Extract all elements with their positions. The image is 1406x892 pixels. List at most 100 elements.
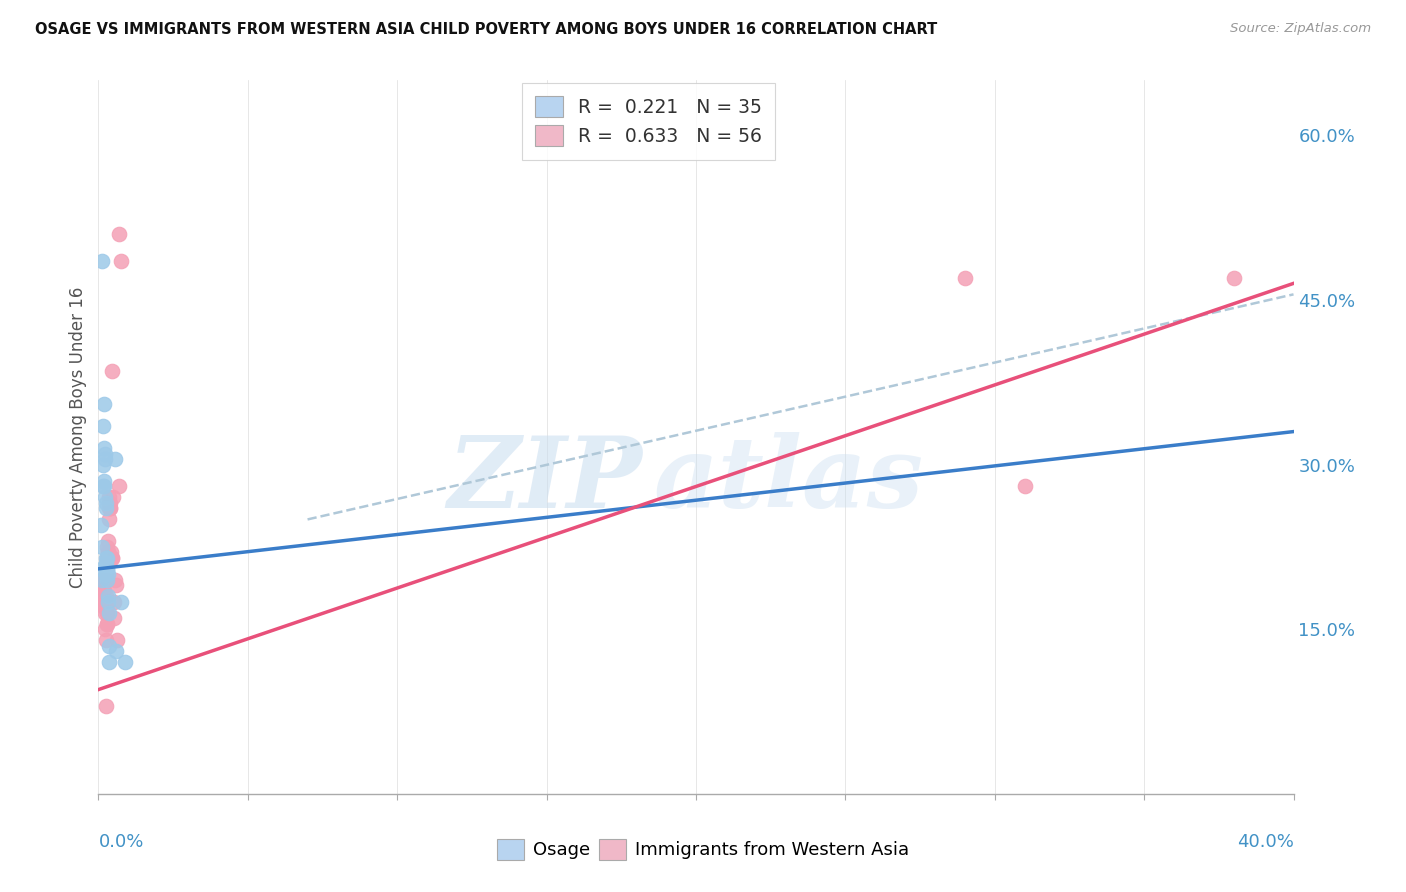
- Point: [90, 573, 112, 587]
- Point: [98, 655, 121, 669]
- Point: [94, 699, 117, 714]
- Point: [96, 562, 118, 576]
- Point: [90, 583, 112, 598]
- Point: [107, 479, 129, 493]
- Text: Source: ZipAtlas.com: Source: ZipAtlas.com: [1230, 22, 1371, 36]
- Point: [93, 595, 115, 609]
- Point: [91, 583, 114, 598]
- Point: [94, 600, 117, 615]
- Point: [94, 501, 117, 516]
- Point: [1223, 271, 1246, 285]
- Text: 40.0%: 40.0%: [1237, 833, 1294, 851]
- Text: atlas: atlas: [654, 432, 924, 528]
- Point: [97, 639, 120, 653]
- Point: [93, 397, 115, 411]
- Point: [97, 496, 120, 510]
- Point: [103, 611, 125, 625]
- Point: [97, 595, 120, 609]
- Point: [94, 446, 117, 460]
- Point: [96, 573, 118, 587]
- Point: [96, 562, 118, 576]
- Point: [90, 562, 112, 576]
- Point: [97, 589, 120, 603]
- Point: [91, 573, 114, 587]
- Point: [91, 583, 114, 598]
- Point: [94, 562, 117, 576]
- Point: [105, 644, 128, 658]
- Point: [101, 550, 124, 565]
- Point: [93, 589, 115, 603]
- Point: [91, 458, 114, 472]
- Point: [103, 491, 125, 505]
- Point: [96, 540, 118, 554]
- Point: [96, 550, 118, 565]
- Point: [103, 573, 125, 587]
- Point: [91, 254, 114, 268]
- Point: [1014, 479, 1036, 493]
- Point: [91, 540, 114, 554]
- Point: [97, 550, 120, 565]
- Point: [90, 517, 112, 532]
- Point: [114, 655, 136, 669]
- Point: [105, 633, 128, 648]
- Point: [100, 550, 122, 565]
- Point: [91, 578, 114, 592]
- Point: [94, 496, 117, 510]
- Point: [96, 557, 118, 571]
- Point: [94, 606, 117, 620]
- Point: [96, 550, 118, 565]
- Point: [91, 419, 114, 434]
- Point: [100, 550, 122, 565]
- Point: [96, 573, 118, 587]
- Point: [94, 633, 117, 648]
- Point: [953, 271, 976, 285]
- Point: [94, 491, 117, 505]
- Point: [97, 606, 120, 620]
- Point: [94, 567, 117, 582]
- Point: [98, 512, 121, 526]
- Legend: R =  0.221   N = 35, R =  0.633   N = 56: R = 0.221 N = 35, R = 0.633 N = 56: [522, 83, 775, 160]
- Point: [91, 578, 114, 592]
- Point: [110, 595, 132, 609]
- Point: [97, 534, 120, 549]
- Point: [97, 567, 120, 582]
- Point: [94, 600, 117, 615]
- Point: [103, 595, 125, 609]
- Point: [104, 452, 127, 467]
- Legend: Osage, Immigrants from Western Asia: Osage, Immigrants from Western Asia: [489, 831, 917, 867]
- Text: ZIP: ZIP: [447, 432, 643, 528]
- Point: [96, 616, 118, 631]
- Point: [96, 589, 118, 603]
- Point: [105, 578, 128, 592]
- Point: [108, 227, 131, 241]
- Text: 0.0%: 0.0%: [98, 833, 143, 851]
- Point: [93, 600, 115, 615]
- Point: [94, 452, 117, 467]
- Point: [100, 545, 122, 559]
- Point: [98, 496, 122, 510]
- Point: [97, 545, 120, 559]
- Point: [93, 583, 115, 598]
- Point: [98, 501, 121, 516]
- Point: [93, 583, 115, 598]
- Point: [91, 573, 114, 587]
- Point: [96, 606, 118, 620]
- Point: [94, 622, 117, 636]
- Point: [110, 254, 132, 268]
- Text: OSAGE VS IMMIGRANTS FROM WESTERN ASIA CHILD POVERTY AMONG BOYS UNDER 16 CORRELAT: OSAGE VS IMMIGRANTS FROM WESTERN ASIA CH…: [35, 22, 938, 37]
- Point: [93, 474, 115, 488]
- Point: [93, 441, 115, 455]
- Point: [100, 550, 122, 565]
- Point: [96, 616, 118, 631]
- Point: [93, 595, 115, 609]
- Point: [97, 545, 120, 559]
- Y-axis label: Child Poverty Among Boys Under 16: Child Poverty Among Boys Under 16: [69, 286, 87, 588]
- Point: [98, 501, 121, 516]
- Point: [93, 479, 115, 493]
- Point: [101, 364, 124, 378]
- Point: [97, 501, 120, 516]
- Point: [96, 550, 118, 565]
- Point: [91, 479, 114, 493]
- Point: [91, 583, 114, 598]
- Point: [98, 491, 121, 505]
